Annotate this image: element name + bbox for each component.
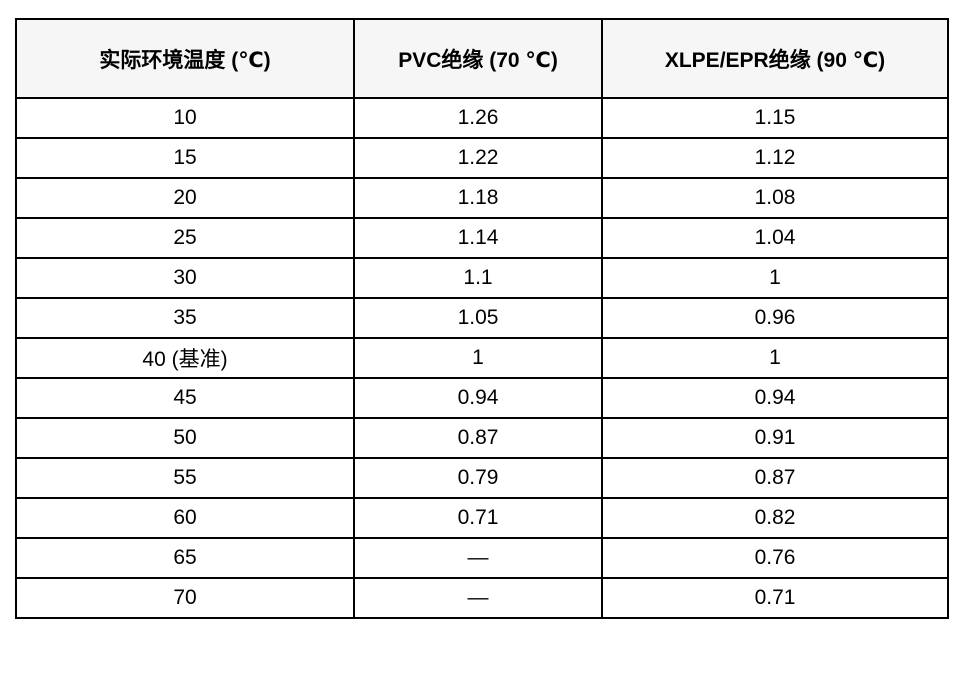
cell-pvc-factor: 0.87 [353,417,603,459]
table-row: 25 1.14 1.04 [15,217,949,259]
table-body: 10 1.26 1.15 15 1.22 1.12 20 1.18 1.08 25 1.14 1.04… [15,97,949,619]
column-header-pvc-insulation: PVC绝缘 (70 ℃) [353,18,603,99]
cell-xlpe-epr-factor: 0.76 [601,537,949,579]
cell-pvc-factor: 1.22 [353,137,603,179]
cell-xlpe-epr-factor: 0.96 [601,297,949,339]
table-row: 70—0.71 [15,577,949,619]
cell-xlpe-epr-factor: 1.04 [601,217,949,259]
cell-xlpe-epr-factor: 1 [601,337,949,379]
cell-pvc-factor: 0.94 [353,377,603,419]
cell-pvc-factor: 1.14 [353,217,603,259]
table-row: 15 1.22 1.12 [15,137,949,179]
cell-xlpe-epr-factor: 1.12 [601,137,949,179]
cell-ambient-temperature: 40 (基准) [15,337,355,379]
table-header-row: 实际环境温度 (℃) PVC绝缘 (70 ℃) XLPE/EPR绝缘 (90 ℃… [15,18,949,99]
table-row: 65—0.76 [15,537,949,579]
cell-ambient-temperature: 55 [15,457,355,499]
cell-ambient-temperature: 65 [15,537,355,579]
cell-pvc-factor: — [353,577,603,619]
table-row: 45 0.94 0.94 [15,377,949,419]
cell-pvc-factor: — [353,537,603,579]
table-row: 40 (基准) 1 1 [15,337,949,379]
cell-ambient-temperature: 10 [15,97,355,139]
cell-xlpe-epr-factor: 1 [601,257,949,299]
cell-xlpe-epr-factor: 0.87 [601,457,949,499]
table-row: 55 0.79 0.87 [15,457,949,499]
table-row: 50 0.87 0.91 [15,417,949,459]
cell-ambient-temperature: 35 [15,297,355,339]
cell-pvc-factor: 1.26 [353,97,603,139]
cell-xlpe-epr-factor: 0.94 [601,377,949,419]
cell-pvc-factor: 0.79 [353,457,603,499]
cell-pvc-factor: 1.05 [353,297,603,339]
cell-xlpe-epr-factor: 0.71 [601,577,949,619]
cell-xlpe-epr-factor: 1.15 [601,97,949,139]
table-row: 60 0.71 0.82 [15,497,949,539]
cell-ambient-temperature: 50 [15,417,355,459]
column-header-xlpe-epr-insulation: XLPE/EPR绝缘 (90 ℃) [601,18,949,99]
cell-ambient-temperature: 60 [15,497,355,539]
table-row: 30 1.1 1 [15,257,949,299]
cell-xlpe-epr-factor: 1.08 [601,177,949,219]
cell-ambient-temperature: 30 [15,257,355,299]
cell-ambient-temperature: 15 [15,137,355,179]
cell-ambient-temperature: 45 [15,377,355,419]
cell-xlpe-epr-factor: 0.82 [601,497,949,539]
cell-pvc-factor: 1.1 [353,257,603,299]
cell-pvc-factor: 1.18 [353,177,603,219]
cell-pvc-factor: 1 [353,337,603,379]
table-row: 10 1.26 1.15 [15,97,949,139]
cell-ambient-temperature: 20 [15,177,355,219]
column-header-ambient-temperature: 实际环境温度 (℃) [15,18,355,99]
cell-pvc-factor: 0.71 [353,497,603,539]
cell-ambient-temperature: 70 [15,577,355,619]
table-row: 35 1.05 0.96 [15,297,949,339]
cell-ambient-temperature: 25 [15,217,355,259]
cell-xlpe-epr-factor: 0.91 [601,417,949,459]
table-row: 20 1.18 1.08 [15,177,949,219]
temperature-correction-table: 实际环境温度 (℃) PVC绝缘 (70 ℃) XLPE/EPR绝缘 (90 ℃… [15,18,949,619]
